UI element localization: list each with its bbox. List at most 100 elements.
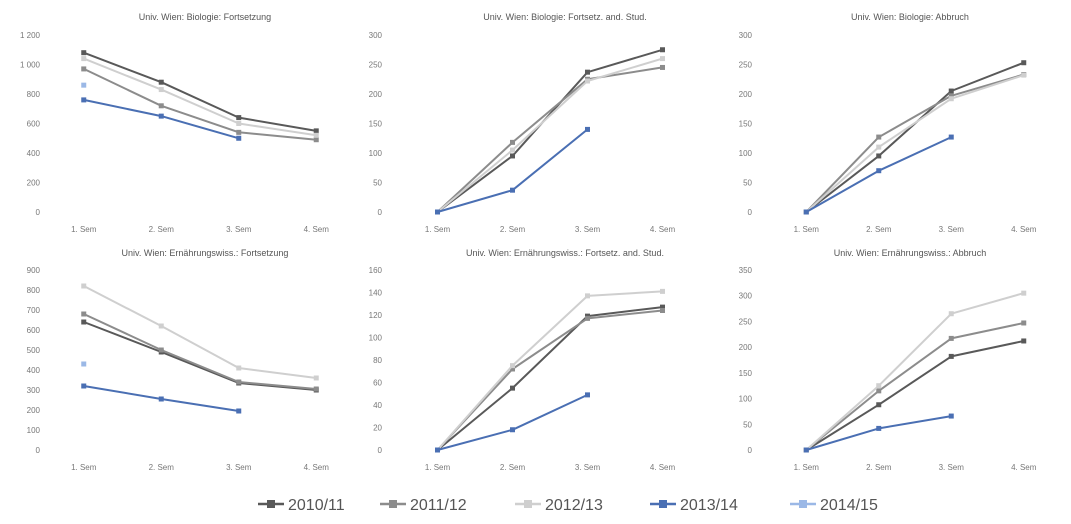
data-point [948,88,954,94]
legend-label: 2010/11 [288,497,345,514]
y-tick-label: 300 [739,292,753,301]
y-tick-label: 150 [739,120,753,129]
series-2011-12 [803,72,1027,215]
x-tick-label: 2. Sem [866,463,892,472]
chart-panel-6: Univ. Wien: Ernährungswiss.: Abbruch 0 50 1… [739,248,1037,472]
legend-label: 2014/15 [820,497,878,514]
data-point [585,126,590,132]
data-point [158,396,164,402]
series-line [805,292,1025,451]
legend-swatch-marker [267,500,275,508]
x-tick-label: 1. Sem [425,463,451,472]
series-line [436,290,663,451]
series-line [436,57,663,213]
series-2011-12 [435,64,665,215]
y-tick-label: 250 [739,61,753,70]
y-tick-label: 250 [369,61,383,70]
data-point [158,323,164,329]
data-point [313,132,319,138]
y-tick-label: 0 [36,446,41,455]
y-tick-label: 600 [27,326,41,335]
data-point [660,288,665,294]
data-point [236,365,242,371]
data-point [876,168,882,174]
series-2013-14 [435,392,590,453]
chart-panel-1: Univ. Wien: Biologie: Fortsetzung 0 200 400… [20,12,329,234]
x-tick-label: 1. Sem [71,463,97,472]
series-2012-13 [803,72,1027,215]
chart-panel-5: Univ. Wien: Ernährungswiss.: Fortsetz. a… [369,248,676,472]
data-point [158,347,164,353]
data-point [236,135,242,141]
x-tick-label: 4. Sem [650,225,676,234]
series-line [83,67,317,141]
data-point [435,447,440,453]
x-tick-label: 2. Sem [149,225,175,234]
data-point [236,121,242,126]
y-tick-label: 100 [739,149,753,158]
series-2011-12 [81,66,319,143]
y-tick-label: 500 [27,346,41,355]
series-line [83,285,317,379]
y-tick-label: 100 [739,395,753,404]
data-point [313,128,319,134]
chart-title: Univ. Wien: Biologie: Fortsetzung [139,12,271,22]
legend-swatch-marker [524,500,532,508]
y-tick-label: 400 [27,149,41,158]
series-2011-12 [81,311,319,392]
chart-title: Univ. Wien: Ernährungswiss.: Fortsetzung [122,248,289,258]
data-point [158,79,164,85]
chart-title: Univ. Wien: Biologie: Abbruch [851,12,969,22]
y-tick-label: 160 [369,266,383,275]
data-point [876,144,882,150]
data-point [876,388,882,394]
series-line [805,74,1025,213]
legend-entry-2010-11: 2010/11 [258,497,345,514]
data-point [313,137,319,143]
data-point [660,56,665,62]
data-point [876,383,882,389]
data-point [81,82,87,88]
y-tick-label: 0 [36,208,41,217]
data-point [585,293,590,299]
series-2014-15 [81,82,87,88]
series-line [83,313,317,390]
data-point [510,366,515,372]
y-tick-label: 150 [739,369,753,378]
data-point [876,402,882,408]
series-2014-15 [81,361,87,367]
series-2010-11 [435,304,665,453]
x-tick-label: 4. Sem [304,225,330,234]
series-2012-13 [81,283,319,381]
data-point [435,209,440,215]
y-tick-label: 60 [373,379,382,388]
chart-title: Univ. Wien: Ernährungswiss.: Abbruch [834,248,986,258]
data-point [585,78,590,84]
data-point [948,96,954,102]
y-tick-label: 300 [27,386,41,395]
data-point [948,311,954,317]
data-point [876,153,882,159]
data-point [948,134,954,140]
data-point [81,383,87,389]
series-line [83,321,317,391]
series-line [436,48,663,213]
data-point [236,408,242,414]
chart-title: Univ. Wien: Biologie: Fortsetz. and. Stu… [483,12,646,22]
series-2010-11 [803,338,1027,453]
x-tick-label: 3. Sem [939,463,965,472]
x-tick-label: 2. Sem [866,225,892,234]
data-point [236,129,242,135]
series-line [436,66,663,213]
series-2013-14 [803,134,954,215]
series-2012-13 [435,56,665,215]
chart-panel-3: Univ. Wien: Biologie: Abbruch 0 50 100 150 20… [739,12,1037,234]
data-point [510,153,515,159]
series-line [436,306,663,451]
y-tick-label: 300 [739,31,753,40]
y-tick-label: 600 [27,120,41,129]
x-tick-label: 1. Sem [425,225,451,234]
data-point [948,93,954,99]
data-point [585,315,590,321]
